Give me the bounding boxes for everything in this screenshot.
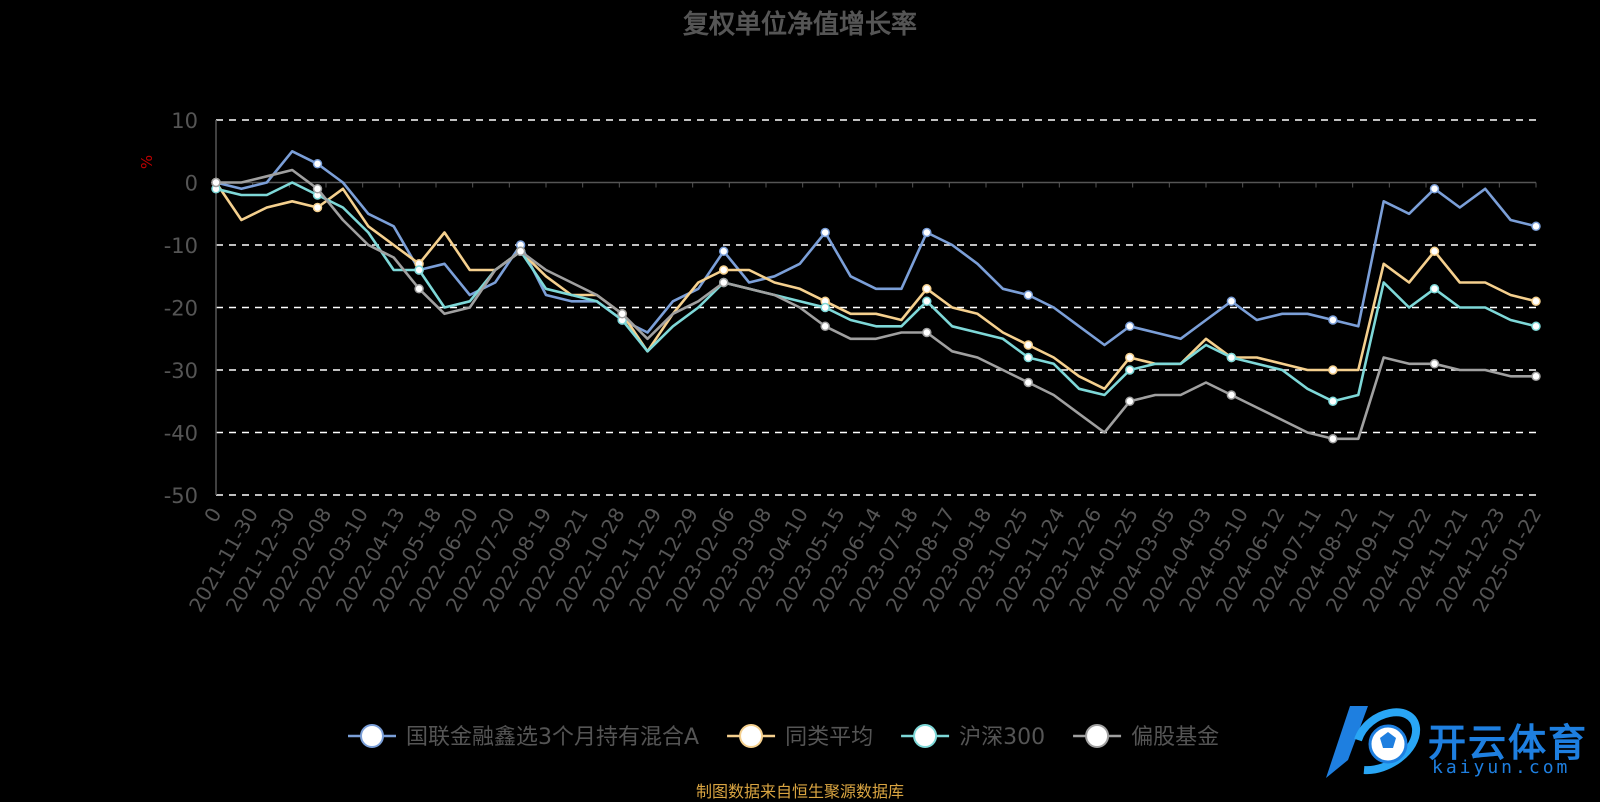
series-point[interactable] bbox=[1226, 296, 1237, 307]
series-line bbox=[215, 181, 1537, 403]
series-point[interactable] bbox=[1429, 246, 1440, 257]
legend: 国联金融鑫选3个月持有混合A 同类平均 沪深300 偏股基金 bbox=[348, 724, 1219, 750]
series-point[interactable] bbox=[820, 321, 830, 332]
series-point[interactable] bbox=[1429, 284, 1440, 294]
series-line bbox=[216, 168, 1536, 441]
y-tick-label: -10 bbox=[164, 234, 198, 258]
chart-title: 复权单位净值增长率 bbox=[683, 9, 917, 40]
legend-label[interactable]: 偏股基金 bbox=[1131, 725, 1219, 750]
y-axis: 10 0 -10 -20 -30 -40 -50 bbox=[164, 109, 217, 508]
series-point[interactable] bbox=[414, 284, 424, 294]
series-point[interactable] bbox=[718, 277, 729, 288]
series-point[interactable] bbox=[414, 265, 424, 275]
series-point[interactable] bbox=[1328, 434, 1338, 444]
series-point[interactable] bbox=[1429, 184, 1440, 194]
series-point[interactable] bbox=[1023, 352, 1034, 363]
legend-label[interactable]: 国联金融鑫选3个月持有混合A bbox=[406, 725, 699, 750]
x-tick-label: 0 bbox=[199, 504, 226, 527]
kaiyun-logo-icon bbox=[1318, 700, 1422, 784]
y-tick-label: -40 bbox=[164, 422, 198, 446]
y-axis-label: % bbox=[138, 155, 156, 169]
series-point[interactable] bbox=[718, 246, 729, 257]
series-point[interactable] bbox=[1023, 290, 1034, 300]
series-point[interactable] bbox=[718, 265, 729, 275]
series-point[interactable] bbox=[922, 296, 932, 307]
y-tick-label: -30 bbox=[164, 359, 198, 383]
series-point[interactable] bbox=[312, 184, 323, 194]
y-tick-label: 0 bbox=[185, 172, 198, 196]
series-point[interactable] bbox=[1125, 352, 1135, 363]
series-point[interactable] bbox=[1531, 371, 1541, 382]
watermark-brand: 开云体育 bbox=[1428, 721, 1589, 765]
series-line bbox=[214, 181, 1537, 391]
series-point[interactable] bbox=[1023, 340, 1034, 350]
series-group bbox=[211, 150, 1541, 444]
series-line bbox=[215, 150, 1537, 347]
series-point[interactable] bbox=[211, 177, 221, 188]
series-point[interactable] bbox=[820, 227, 830, 238]
legend-label[interactable]: 沪深300 bbox=[959, 725, 1045, 750]
series-point[interactable] bbox=[1226, 390, 1237, 400]
series-point[interactable] bbox=[1531, 221, 1541, 232]
series-point[interactable] bbox=[820, 302, 830, 313]
source-note: 制图数据来自恒生聚源数据库 bbox=[695, 782, 904, 801]
y-tick-label: -20 bbox=[164, 297, 198, 321]
series-point[interactable] bbox=[515, 246, 526, 257]
legend-label[interactable]: 同类平均 bbox=[785, 725, 873, 750]
series-point[interactable] bbox=[1226, 352, 1237, 363]
legend-marker[interactable] bbox=[1085, 724, 1110, 748]
series-point[interactable] bbox=[1531, 296, 1541, 307]
series-point[interactable] bbox=[1023, 377, 1034, 388]
legend-marker[interactable] bbox=[360, 724, 384, 748]
series-point[interactable] bbox=[312, 202, 323, 213]
series-point[interactable] bbox=[1429, 359, 1440, 369]
watermark-domain: kaiyun.com bbox=[1432, 757, 1571, 778]
series-point[interactable] bbox=[1328, 396, 1338, 407]
series-point[interactable] bbox=[1125, 321, 1135, 332]
series-point[interactable] bbox=[1328, 365, 1338, 375]
series-point[interactable] bbox=[617, 309, 627, 319]
legend-marker[interactable] bbox=[913, 724, 938, 748]
series-point[interactable] bbox=[312, 159, 323, 169]
series-point[interactable] bbox=[922, 327, 932, 338]
y-tick-label: 10 bbox=[171, 109, 198, 133]
series-point[interactable] bbox=[922, 227, 932, 238]
series-point[interactable] bbox=[1125, 365, 1135, 375]
series-point[interactable] bbox=[1328, 315, 1338, 325]
legend-marker[interactable] bbox=[739, 724, 764, 748]
series-point[interactable] bbox=[922, 284, 932, 294]
series-point[interactable] bbox=[1531, 321, 1541, 332]
series-point[interactable] bbox=[1125, 396, 1135, 407]
y-tick-label: -50 bbox=[164, 484, 198, 508]
